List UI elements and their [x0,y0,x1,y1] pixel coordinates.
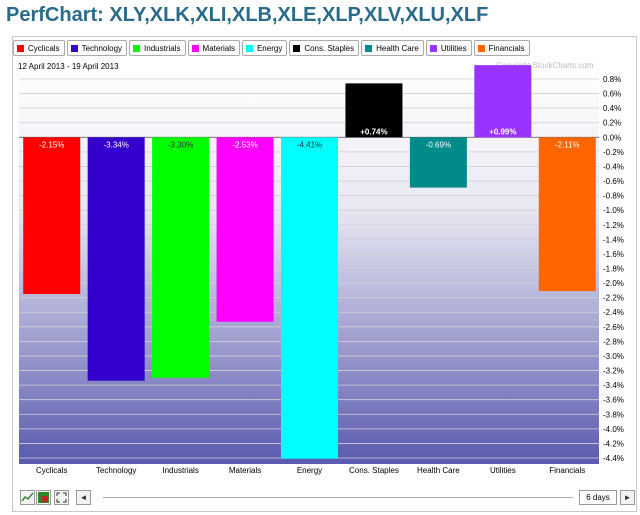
data-label: -2.11% [555,140,580,149]
legend-swatch [191,44,199,52]
legend-label: Materials [202,43,235,53]
legend-label: Cyclicals [28,43,60,53]
legend-item[interactable]: Financials [473,40,530,56]
data-label: -2.15% [39,140,64,149]
legend-swatch [133,44,141,52]
scroll-right-button[interactable]: ► [620,490,635,505]
y-tick-label: -1.0% [603,206,624,215]
y-tick-label: -2.6% [603,323,624,332]
y-tick-label: -1.8% [603,265,624,274]
data-label: -3.30% [168,140,193,149]
period-selector[interactable]: 6 days [579,490,617,505]
legend-item[interactable]: Technology [66,40,128,56]
y-tick-label: -3.4% [603,381,624,390]
legend-swatch [293,44,301,52]
legend-label: Health Care [376,43,419,53]
legend-swatch [477,44,485,52]
y-tick-label: -2.0% [603,279,624,288]
x-tick-label: Utilities [490,466,516,475]
y-tick-label: 0.4% [603,104,621,113]
line-chart-icon[interactable] [20,490,35,505]
y-tick-label: -0.2% [603,148,624,157]
scroll-left-button[interactable]: ◄ [76,490,91,505]
legend-swatch [70,44,78,52]
y-tick-label: -1.2% [603,221,624,230]
bar [474,65,532,138]
bar-chart-icon[interactable] [36,490,51,505]
data-label: -3.34% [103,140,128,149]
bars: -2.15% -3.34% -3.30% -2.53% -4.41% +0.74% -0.6… [23,65,596,459]
bar [23,137,81,295]
legend-item[interactable]: Cyclicals [13,40,65,56]
data-label: -4.41% [297,140,322,149]
legend-swatch [245,44,253,52]
legend-label: Cons. Staples [304,43,355,53]
legend-item[interactable]: Utilities [425,40,472,56]
y-tick-label: -2.8% [603,337,624,346]
x-axis-tick-labels: Cyclicals Technology Industrials Materials E… [36,466,585,475]
page-title: PerfChart: XLY,XLK,XLI,XLB,XLE,XLP,XLV,X… [6,4,489,26]
bar [281,137,338,459]
y-tick-label: -3.8% [603,410,624,419]
x-tick-label: Industrials [162,466,198,475]
y-tick-label: -1.4% [603,235,624,244]
legend-item[interactable]: Cons. Staples [289,40,360,56]
x-tick-label: Energy [297,466,322,475]
bar [345,83,403,138]
legend-label: Financials [488,43,525,53]
bar [216,137,274,322]
y-tick-label: -2.2% [603,294,624,303]
legend-item[interactable]: Materials [187,40,240,56]
data-label: -2.53% [232,140,257,149]
y-tick-label: -4.4% [603,454,624,463]
y-axis-tick-labels: 0.8% 0.6% 0.4% 0.2% 0.0% -0.2% -0.4% -0.6% -0.8%… [603,75,624,463]
legend-swatch [365,44,373,52]
y-tick-label: -1.6% [603,250,624,259]
date-slider[interactable] [103,497,573,498]
y-tick-label: 0.6% [603,90,621,99]
legend-label: Industrials [144,43,181,53]
legend-item[interactable]: Energy [241,40,288,56]
y-tick-label: -4.0% [603,425,624,434]
x-tick-label: Technology [96,466,136,475]
legend-swatch [429,44,437,52]
y-tick-label: 0.0% [603,133,621,142]
y-tick-label: -0.6% [603,177,624,186]
y-tick-label: -2.4% [603,308,624,317]
bar [538,137,596,292]
bar [152,137,210,378]
data-label: +0.99% [489,127,516,136]
fullscreen-icon[interactable] [54,490,69,505]
legend: Cyclicals Technology Industrials Materials E… [13,40,530,56]
x-tick-label: Financials [549,466,585,475]
x-tick-label: Materials [229,466,261,475]
y-tick-label: -3.0% [603,352,624,361]
y-tick-label: 0.2% [603,119,621,128]
x-tick-label: Cons. Staples [349,466,399,475]
legend-item[interactable]: Health Care [361,40,424,56]
legend-item[interactable]: Industrials [129,40,186,56]
x-tick-label: Health Care [417,466,460,475]
x-tick-label: Cyclicals [36,466,68,475]
copyright: Copyright StockCharts.com [496,61,594,70]
y-tick-label: -3.6% [603,396,624,405]
y-tick-label: -0.8% [603,192,624,201]
legend-label: Technology [81,43,123,53]
y-tick-label: -3.2% [603,367,624,376]
bar [87,137,145,381]
y-tick-label: -0.4% [603,162,624,171]
y-tick-label: -4.2% [603,439,624,448]
legend-swatch [17,44,24,52]
data-label: -0.69% [426,140,451,149]
data-label: +0.74% [360,127,387,136]
bar [409,137,467,188]
legend-label: Utilities [440,43,467,53]
y-tick-label: 0.8% [603,75,621,84]
bottom-toolbar: ◄ 6 days ► [12,487,637,511]
legend-label: Energy [256,43,283,53]
date-range: 12 April 2013 - 19 April 2013 [18,62,119,71]
